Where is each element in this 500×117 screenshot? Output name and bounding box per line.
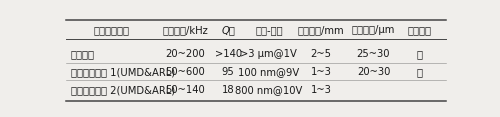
Text: 能: 能	[416, 49, 422, 59]
Text: 圆盘直径/mm: 圆盘直径/mm	[298, 25, 344, 35]
Text: 2~5: 2~5	[310, 49, 332, 59]
Text: >3 μm@1V: >3 μm@1V	[240, 49, 298, 59]
Text: 18: 18	[222, 85, 234, 95]
Text: Q值: Q值	[221, 25, 235, 35]
Text: 95: 95	[222, 67, 234, 77]
Text: 1~3: 1~3	[310, 67, 332, 77]
Text: 20~200: 20~200	[166, 49, 205, 59]
Text: 谐振频率/kHz: 谐振频率/kHz	[162, 25, 208, 35]
Text: 微马达执行器: 微马达执行器	[94, 25, 130, 35]
Text: 20~30: 20~30	[357, 67, 390, 77]
Text: 25~30: 25~30	[356, 49, 390, 59]
Text: 自研芯片: 自研芯片	[71, 49, 95, 59]
Text: 50~140: 50~140	[166, 85, 205, 95]
Text: 100 nm@9V: 100 nm@9V	[238, 67, 300, 77]
Text: 国际最新进展 2(UMD&ARL): 国际最新进展 2(UMD&ARL)	[71, 85, 175, 95]
Text: 定子厚度/μm: 定子厚度/μm	[352, 25, 395, 35]
Text: >140: >140	[214, 49, 242, 59]
Text: 否: 否	[416, 67, 422, 77]
Text: 国际最新进展 1(UMD&ARL): 国际最新进展 1(UMD&ARL)	[71, 67, 175, 77]
Text: 位移-电压: 位移-电压	[255, 25, 282, 35]
Text: 50~600: 50~600	[166, 67, 205, 77]
Text: 800 nm@10V: 800 nm@10V	[235, 85, 302, 95]
Text: 能否集成: 能否集成	[407, 25, 431, 35]
Text: 1~3: 1~3	[310, 85, 332, 95]
